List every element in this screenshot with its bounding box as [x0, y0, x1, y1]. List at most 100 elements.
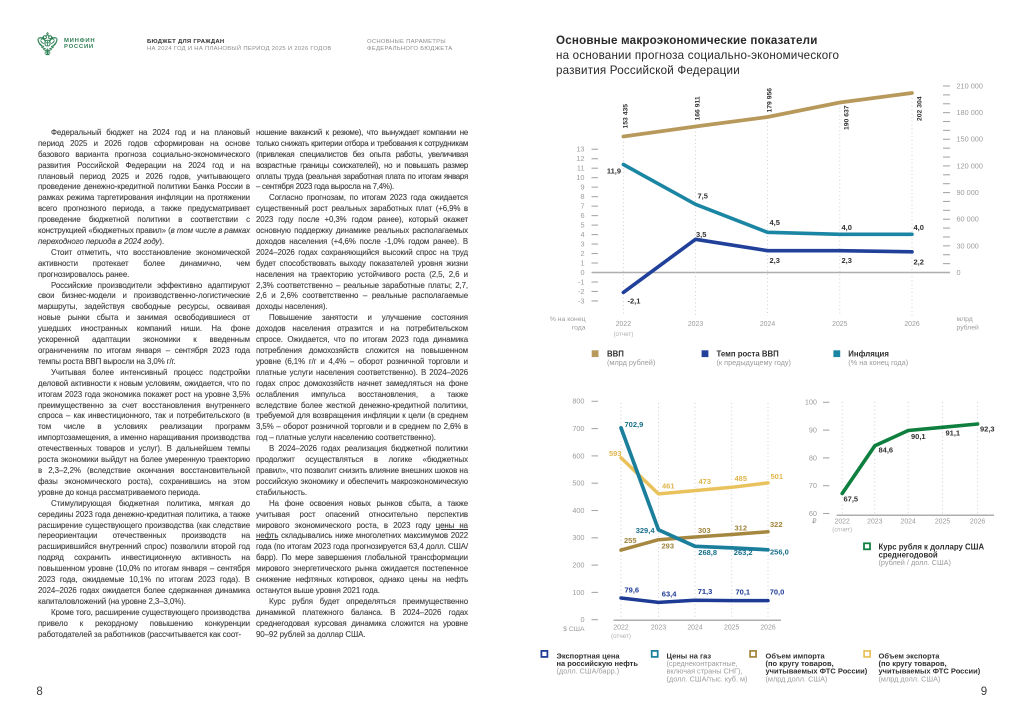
svg-text:4,5: 4,5: [770, 218, 780, 227]
svg-text:293: 293: [662, 542, 675, 551]
svg-text:(по кругу товаров,: (по кругу товаров,: [766, 659, 834, 668]
svg-text:92,3: 92,3: [980, 425, 995, 434]
svg-text:11,9: 11,9: [607, 167, 621, 176]
svg-text:2024: 2024: [901, 519, 916, 526]
svg-text:210 000: 210 000: [957, 81, 983, 90]
svg-text:600: 600: [572, 451, 584, 460]
svg-text:71,3: 71,3: [698, 587, 713, 596]
svg-text:-3: -3: [578, 296, 585, 305]
svg-text:166 911: 166 911: [695, 96, 702, 120]
svg-text:485: 485: [735, 474, 748, 483]
svg-text:84,6: 84,6: [879, 446, 894, 455]
svg-text:100: 100: [805, 398, 817, 407]
svg-text:(% на конец года): (% на конец года): [848, 358, 908, 367]
svg-text:(отчет): (отчет): [613, 331, 633, 338]
svg-text:Объем импорта: Объем импорта: [766, 651, 826, 660]
svg-text:млрд: млрд: [957, 316, 973, 323]
svg-text:300: 300: [572, 533, 584, 542]
svg-text:года: года: [572, 325, 586, 332]
svg-text:120 000: 120 000: [957, 161, 983, 170]
svg-text:473: 473: [699, 477, 712, 486]
svg-text:Цены на газ: Цены на газ: [667, 651, 712, 660]
svg-text:Экспортная цена: Экспортная цена: [557, 651, 621, 660]
svg-text:2026: 2026: [760, 625, 775, 632]
svg-text:2,2: 2,2: [914, 258, 924, 267]
svg-text:Объем экспорта: Объем экспорта: [879, 651, 941, 660]
svg-text:255: 255: [624, 536, 637, 545]
svg-text:4: 4: [580, 230, 584, 239]
svg-text:303: 303: [698, 526, 711, 535]
svg-text:153 435: 153 435: [623, 104, 630, 129]
svg-text:2022: 2022: [613, 625, 628, 632]
svg-text:-1: -1: [578, 277, 585, 286]
svg-text:6: 6: [580, 211, 584, 220]
svg-text:(долл. США/барр.): (долл. США/барр.): [557, 667, 620, 676]
svg-text:268,8: 268,8: [698, 548, 717, 557]
svg-text:(к предыдущему году): (к предыдущему году): [717, 358, 791, 367]
svg-text:4,0: 4,0: [842, 223, 852, 232]
svg-text:2,3: 2,3: [770, 256, 780, 265]
svg-text:ВВП: ВВП: [607, 350, 624, 359]
svg-text:202 304: 202 304: [917, 96, 924, 121]
svg-text:3,5: 3,5: [696, 230, 706, 239]
svg-text:2024: 2024: [687, 625, 702, 632]
svg-text:2,3: 2,3: [842, 256, 852, 265]
svg-text:2026: 2026: [904, 321, 919, 328]
svg-text:(млрд долл. США): (млрд долл. США): [879, 674, 941, 683]
svg-text:702,9: 702,9: [625, 420, 644, 429]
svg-text:7,5: 7,5: [698, 192, 708, 201]
svg-text:-2: -2: [578, 287, 585, 296]
svg-text:2023: 2023: [651, 625, 666, 632]
svg-text:256,0: 256,0: [770, 548, 789, 557]
svg-text:180 000: 180 000: [957, 108, 983, 117]
svg-text:(долл. США/тыс. куб. м): (долл. США/тыс. куб. м): [667, 674, 748, 683]
svg-text:2025: 2025: [935, 519, 950, 526]
svg-text:2024: 2024: [760, 321, 775, 328]
svg-text:100: 100: [572, 588, 584, 597]
svg-text:90 000: 90 000: [957, 188, 979, 197]
svg-text:Курс рубля к доллару США: Курс рубля к доллару США: [879, 543, 985, 552]
svg-text:2026: 2026: [970, 519, 985, 526]
svg-text:(млрд рублей): (млрд рублей): [607, 358, 655, 367]
svg-text:2022: 2022: [616, 321, 631, 328]
svg-text:3: 3: [580, 239, 584, 248]
svg-text:800: 800: [572, 397, 584, 406]
svg-text:593: 593: [609, 449, 622, 458]
svg-text:5: 5: [580, 221, 584, 230]
svg-text:(по кругу товаров,: (по кругу товаров,: [879, 659, 947, 668]
svg-text:(млрд долл. США): (млрд долл. США): [766, 674, 828, 683]
svg-text:(среднеконтрактные,: (среднеконтрактные,: [667, 659, 738, 668]
svg-text:67,5: 67,5: [844, 495, 859, 504]
svg-text:90: 90: [809, 426, 817, 435]
svg-text:% на конец: % на конец: [550, 316, 586, 323]
svg-text:1: 1: [580, 258, 584, 267]
svg-text:91,1: 91,1: [946, 429, 961, 438]
svg-text:13: 13: [576, 145, 584, 154]
svg-text:₽: ₽: [812, 518, 817, 526]
svg-text:4,0: 4,0: [914, 223, 924, 232]
svg-text:30 000: 30 000: [957, 241, 979, 250]
svg-text:0: 0: [580, 615, 584, 624]
svg-text:среднегодовой: среднегодовой: [879, 550, 938, 559]
svg-text:700: 700: [572, 424, 584, 433]
svg-text:8: 8: [580, 192, 584, 201]
svg-text:0: 0: [957, 268, 961, 277]
svg-text:12: 12: [576, 154, 584, 163]
svg-text:Темп роста ВВП: Темп роста ВВП: [717, 350, 780, 359]
svg-text:(рублей / долл. США): (рублей / долл. США): [879, 558, 951, 567]
svg-text:на российскую нефть: на российскую нефть: [557, 659, 639, 668]
svg-text:263,2: 263,2: [734, 548, 753, 557]
svg-text:400: 400: [572, 506, 584, 515]
svg-text:2025: 2025: [832, 321, 847, 328]
svg-text:79,6: 79,6: [625, 586, 640, 595]
svg-text:2023: 2023: [688, 321, 703, 328]
svg-text:60: 60: [809, 509, 817, 518]
svg-text:70: 70: [809, 481, 817, 490]
svg-text:рублей: рублей: [957, 324, 980, 332]
svg-text:312: 312: [735, 524, 748, 533]
svg-text:80: 80: [809, 453, 817, 462]
svg-text:7: 7: [580, 202, 584, 211]
svg-text:501: 501: [771, 472, 784, 481]
svg-text:2025: 2025: [724, 625, 739, 632]
svg-text:0: 0: [580, 268, 584, 277]
